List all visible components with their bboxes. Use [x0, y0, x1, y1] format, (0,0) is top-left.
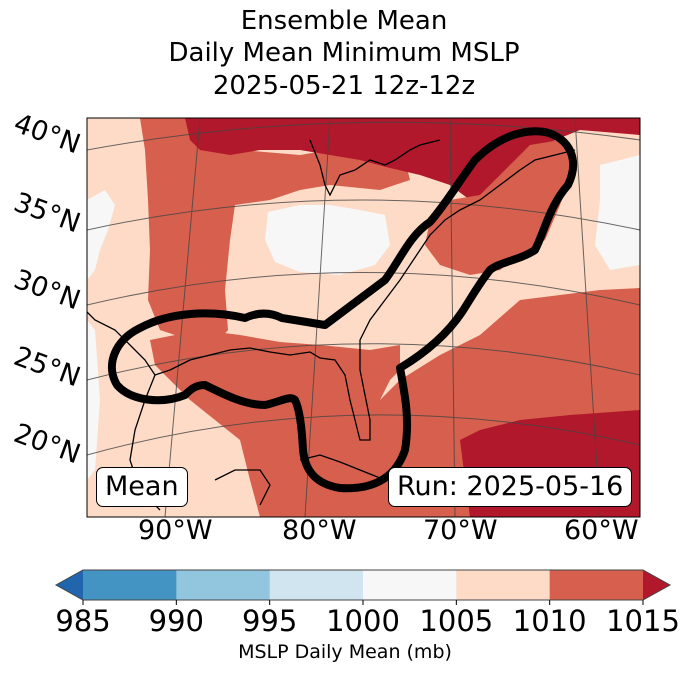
colorbar: [54, 569, 672, 605]
colorbar-bin-995-1000: [269, 570, 364, 600]
meridian-60w: [574, 118, 601, 517]
colorbar-label: MSLP Daily Mean (mb): [238, 641, 452, 663]
title-line-2: Daily Mean Minimum MSLP: [168, 38, 520, 68]
colorbar-tick-label: 990: [148, 604, 205, 638]
colorbar-bin-1000-1005: [363, 570, 457, 600]
map-field: [87, 118, 640, 517]
field-1000-1005-ohio: [265, 205, 390, 275]
colorbar-tick-label: 1005: [419, 604, 494, 638]
meridian-80w: [304, 118, 331, 517]
colorbar-tick-label: 985: [55, 604, 111, 638]
parallel-40n: [87, 121, 640, 151]
title-line-3: 2025-05-21 12z-12z: [212, 71, 476, 101]
parallel-30n: [87, 272, 640, 306]
coastline-cuba: [299, 454, 381, 479]
colorbar-tick-label: 1015: [606, 604, 680, 638]
colorbar-bin-990-995: [176, 570, 271, 600]
lon-label-70w: 70°W: [423, 515, 498, 546]
lon-label-60w: 60°W: [564, 515, 639, 546]
colorbar-extend-low: [56, 570, 83, 600]
parallel-20n: [87, 414, 640, 456]
colorbar-bin-1010-1015: [549, 570, 644, 600]
mean-annotation: Mean: [96, 467, 188, 507]
lon-label-80w: 80°W: [282, 515, 357, 546]
colorbar-tick-label: 995: [241, 604, 298, 638]
parallel-35n: [87, 199, 640, 231]
colorbar-tick-label: 1010: [512, 604, 587, 638]
parallel-25n: [87, 343, 640, 381]
colorbar-extend-high: [643, 570, 670, 600]
map-frame: [86, 117, 641, 518]
colorbar-bin-1005-1010: [456, 570, 551, 600]
coastline-great-lakes: [309, 139, 441, 197]
coastline-gulf-florida: [87, 149, 576, 441]
lon-label-90w: 90°W: [138, 515, 213, 546]
colorbar-tick-label: 1000: [326, 604, 400, 638]
coastline-yucatan: [214, 469, 271, 506]
field-1000-1005-east: [595, 155, 640, 270]
run-date-annotation: Run: 2025-05-16: [388, 467, 633, 507]
meridian-70w: [449, 118, 456, 517]
title-line-1: Ensemble Mean: [240, 6, 448, 36]
field-over-1015-north: [185, 118, 640, 200]
ensemble-contour: [108, 127, 577, 493]
field-1000-1005-west: [87, 190, 115, 480]
colorbar-bin-985-990: [83, 570, 177, 600]
